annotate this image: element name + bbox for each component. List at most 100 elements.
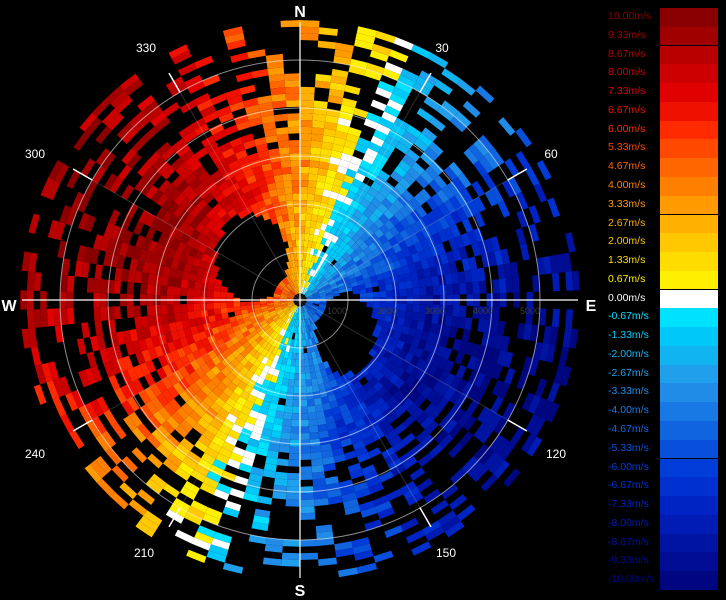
bearing-210: 210	[134, 546, 154, 560]
legend-label: 10.00m/s	[608, 10, 652, 22]
velocity-color-legend: 10.00m/s 9.33m/s 8.67m/s 8.00m/s 7.33m/s 6.67…	[606, 8, 718, 590]
legend-entry: -3.33m/s	[606, 383, 718, 403]
bearing-60: 60	[544, 147, 558, 161]
range-label-5000: 5000	[520, 306, 540, 316]
compass-north: N	[294, 4, 306, 21]
legend-swatch	[660, 552, 718, 572]
bearing-150: 150	[436, 546, 456, 560]
bearing-labels: 30 60 120 150 210 240 300 330	[25, 41, 566, 560]
legend-entry: 2.00m/s	[606, 233, 718, 252]
legend-entry: -4.67m/s	[606, 421, 718, 440]
range-label-2000: 2000	[377, 306, 397, 316]
legend-swatch	[660, 83, 718, 102]
legend-swatch	[660, 496, 718, 515]
bearing-spokes	[72, 72, 528, 528]
legend-swatch	[660, 308, 718, 328]
legend-swatch	[660, 289, 718, 309]
legend-entry: -7.33m/s	[606, 496, 718, 515]
bearing-120: 120	[546, 447, 566, 461]
legend-entry: -6.67m/s	[606, 477, 718, 496]
legend-entry: -4.00m/s	[606, 402, 718, 421]
compass-south: S	[295, 583, 306, 600]
legend-label: 1.33m/s	[608, 254, 646, 267]
legend-entry: 2.67m/s	[606, 214, 718, 234]
legend-swatch	[660, 139, 718, 159]
bearing-330: 330	[136, 41, 156, 55]
legend-entry: 9.33m/s	[606, 26, 718, 46]
legend-swatch	[660, 64, 718, 83]
legend-swatch	[660, 439, 718, 459]
legend-label: 6.00m/s	[608, 122, 646, 135]
legend-swatch	[660, 458, 718, 478]
legend-swatch	[660, 101, 718, 121]
legend-label: -8.00m/s	[608, 516, 649, 529]
legend-label: 7.33m/s	[608, 85, 646, 98]
crosshair	[22, 22, 578, 578]
bearing-30: 30	[435, 41, 449, 55]
legend-entry: 1.33m/s	[606, 252, 718, 271]
legend-swatch	[660, 195, 718, 215]
legend-swatch	[660, 383, 718, 403]
legend-entry: -5.33m/s	[606, 439, 718, 459]
legend-label: -1.33m/s	[608, 329, 649, 342]
compass-labels: N S E W	[1, 4, 596, 600]
legend-label: -9.33m/s	[608, 554, 649, 567]
legend-entry: 8.00m/s	[606, 64, 718, 83]
legend-label: 5.33m/s	[608, 141, 646, 154]
legend-swatch	[660, 158, 718, 177]
legend-entry: -8.00m/s	[606, 514, 718, 534]
legend-swatch	[660, 421, 718, 440]
compass-west: W	[1, 298, 17, 315]
legend-swatch	[660, 533, 718, 553]
legend-entry: 10.00m/s	[606, 8, 718, 27]
legend-label: 8.00m/s	[608, 66, 646, 79]
legend-swatch	[660, 364, 718, 384]
legend-label: 9.33m/s	[608, 28, 646, 41]
legend-entry: -8.67m/s	[606, 533, 718, 553]
legend-swatch	[660, 327, 718, 346]
legend-entry: 6.67m/s	[606, 101, 718, 121]
legend-label: 2.00m/s	[608, 235, 646, 248]
legend-label: 3.33m/s	[608, 197, 646, 210]
legend-swatch	[660, 345, 718, 365]
bearing-300: 300	[25, 147, 45, 161]
legend-swatch	[660, 8, 718, 27]
legend-label: -10.00m/s	[608, 573, 655, 586]
legend-label: 0.67m/s	[608, 272, 646, 285]
legend-swatch	[660, 477, 718, 496]
legend-swatch	[660, 252, 718, 271]
legend-label: -4.00m/s	[608, 404, 649, 417]
legend-swatch	[660, 176, 718, 196]
legend-entry: 6.00m/s	[606, 120, 718, 140]
legend-swatch	[660, 233, 718, 252]
legend-entry: 0.67m/s	[606, 270, 718, 290]
legend-label: 8.67m/s	[608, 47, 646, 60]
velocity-field	[20, 20, 580, 578]
legend-swatch	[660, 514, 718, 534]
legend-label: 6.67m/s	[608, 103, 646, 116]
legend-entry: -2.00m/s	[606, 345, 718, 365]
legend-entry: -1.33m/s	[606, 327, 718, 346]
legend-swatch	[660, 571, 718, 590]
compass-east: E	[586, 298, 597, 315]
legend-label: 0.00m/s	[608, 291, 646, 304]
legend-entry: -0.67m/s	[606, 308, 718, 328]
legend-label: -3.33m/s	[608, 385, 649, 398]
legend-entry: 8.67m/s	[606, 45, 718, 65]
legend-label: -6.00m/s	[608, 460, 649, 473]
legend-label: -5.33m/s	[608, 441, 649, 454]
legend-entry: 7.33m/s	[606, 83, 718, 102]
range-label-3000: 3000	[425, 306, 445, 316]
legend-label: -2.67m/s	[608, 366, 649, 379]
legend-label: 4.67m/s	[608, 160, 646, 173]
legend-swatch	[660, 26, 718, 46]
legend-entry: 0.00m/s	[606, 289, 718, 309]
legend-entry: -6.00m/s	[606, 458, 718, 478]
legend-label: 2.67m/s	[608, 216, 646, 229]
legend-entry: -9.33m/s	[606, 552, 718, 572]
legend-swatch	[660, 120, 718, 140]
legend-label: -2.00m/s	[608, 347, 649, 360]
radar-ppi-display: 1000 2000 3000 4000 5000 N S E W 30 60 1…	[1, 4, 596, 600]
legend-swatch	[660, 45, 718, 65]
legend-entry: 4.67m/s	[606, 158, 718, 177]
